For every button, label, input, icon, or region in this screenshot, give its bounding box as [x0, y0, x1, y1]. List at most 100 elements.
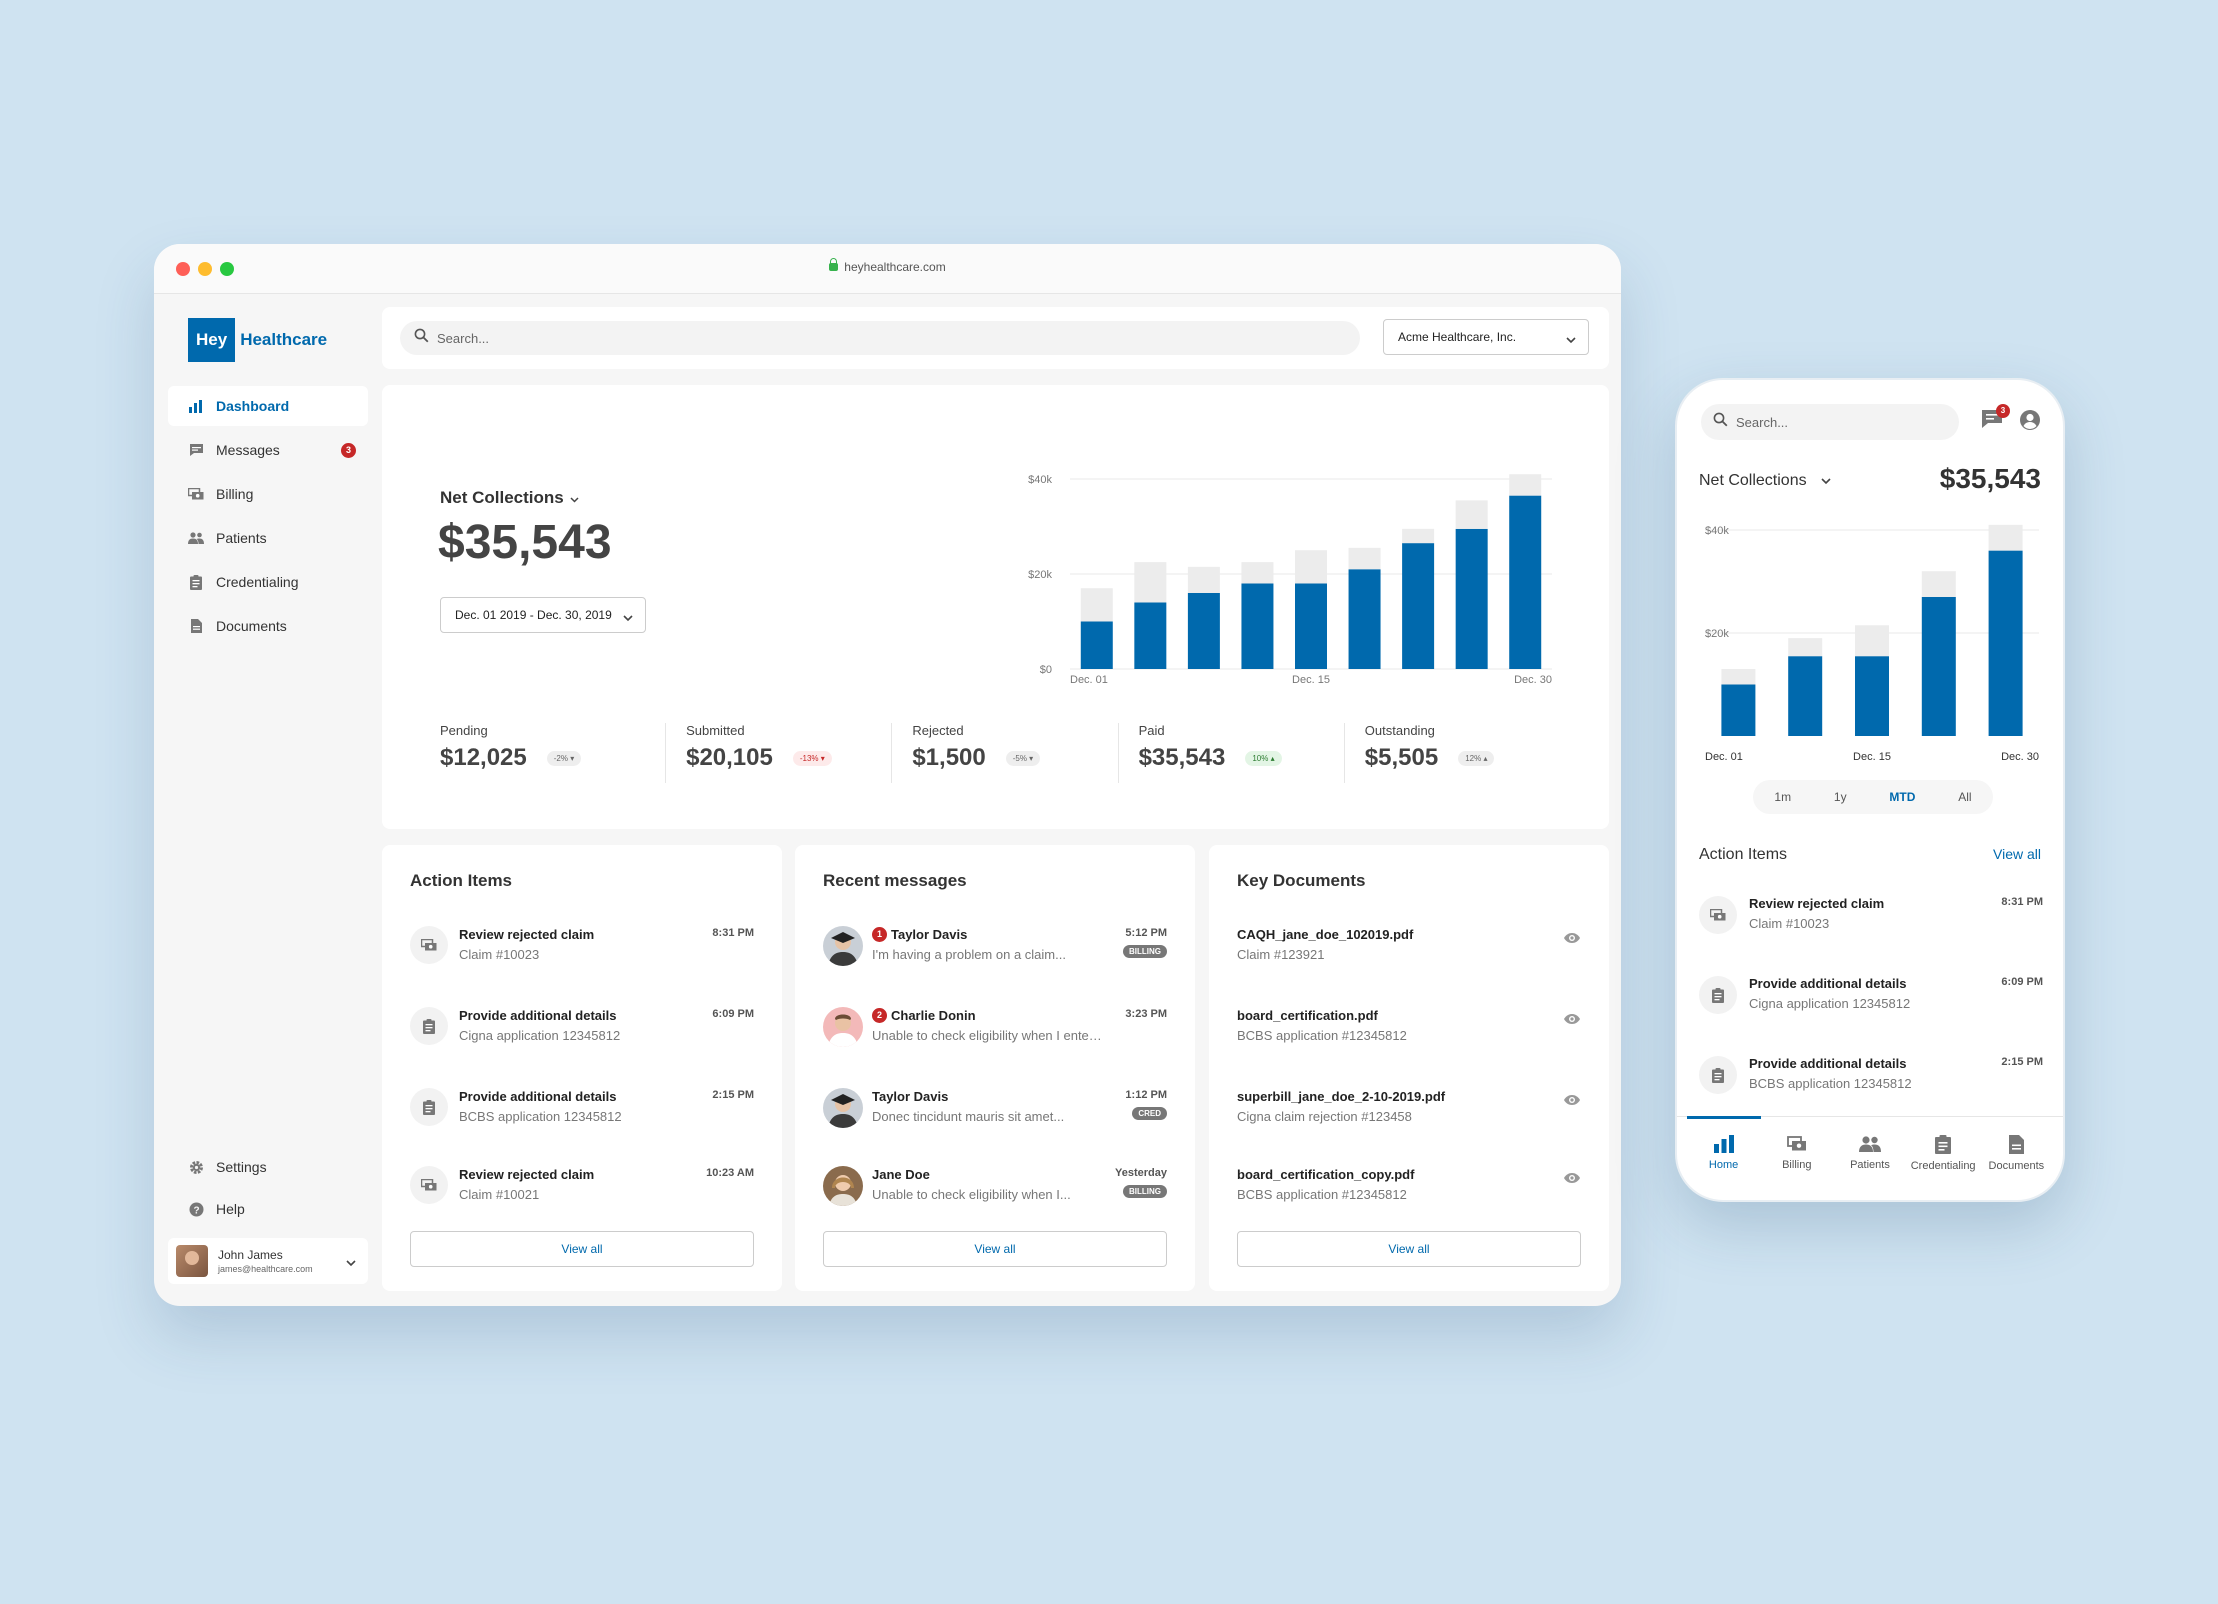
search-bar	[400, 321, 1360, 355]
document-item[interactable]: CAQH_jane_doe_102019.pdf Claim #123921	[1237, 923, 1581, 973]
action-item[interactable]: Provide additional details Cigna applica…	[410, 1004, 754, 1054]
remaining-bar	[1788, 638, 1823, 657]
range-all[interactable]: All	[1958, 790, 1972, 804]
action-subtitle: Cigna application 12345812	[1749, 996, 1911, 1011]
sidebar-item-help[interactable]: ? Help	[168, 1190, 368, 1228]
sidebar-item-dashboard[interactable]: Dashboard	[168, 386, 368, 426]
tab-documents[interactable]: Documents	[1981, 1117, 2051, 1200]
account-button[interactable]	[2019, 409, 2041, 436]
view-all-button[interactable]: View all	[1237, 1231, 1581, 1267]
range-mtd[interactable]: MTD	[1889, 790, 1916, 804]
tab-billing[interactable]: Billing	[1762, 1117, 1832, 1200]
stat-value: $20,105	[686, 744, 773, 771]
view-all-link[interactable]: View all	[1993, 846, 2041, 862]
net-collections-dropdown[interactable]: Net Collections	[440, 488, 579, 508]
tab-label: Home	[1708, 1159, 1739, 1171]
action-subtitle: Claim #10023	[1749, 916, 1830, 931]
message-item[interactable]: Taylor Davis Donec tincidunt mauris sit …	[823, 1085, 1167, 1135]
remaining-bar	[1921, 571, 1956, 597]
action-time: 2:15 PM	[2001, 1056, 2043, 1068]
remaining-bar	[1455, 500, 1488, 529]
document-name: CAQH_jane_doe_102019.pdf	[1237, 927, 1414, 942]
document-name: board_certification.pdf	[1237, 1008, 1378, 1023]
view-all-button[interactable]: View all	[410, 1231, 754, 1267]
message-preview: Unable to check eligibility when I...	[872, 1187, 1071, 1202]
remaining-bar	[1509, 474, 1542, 496]
search-input[interactable]	[1736, 414, 1936, 430]
action-item[interactable]: Provide additional details Cigna applica…	[1699, 974, 2043, 1024]
user-menu[interactable]: John James james@healthcare.com	[168, 1238, 368, 1284]
tab-home[interactable]: Home	[1686, 1116, 1761, 1200]
document-item[interactable]: superbill_jane_doe_2-10-2019.pdf Cigna c…	[1237, 1085, 1581, 1135]
tab-credentialing[interactable]: Credentialing	[1908, 1117, 1978, 1200]
remaining-bar	[1348, 547, 1381, 570]
sidebar-item-settings[interactable]: Settings	[168, 1148, 368, 1186]
money-icon	[410, 1166, 448, 1204]
search-icon	[414, 328, 429, 348]
action-item[interactable]: Provide additional details BCBS applicat…	[1699, 1054, 2043, 1104]
eye-icon[interactable]	[1563, 1012, 1581, 1030]
key-documents-panel: Key Documents CAQH_jane_doe_102019.pdf C…	[1209, 845, 1609, 1291]
message-item[interactable]: Jane Doe Unable to check eligibility whe…	[823, 1163, 1167, 1213]
action-item[interactable]: Review rejected claim Claim #10021 10:23…	[410, 1163, 754, 1213]
close-window-button[interactable]	[176, 262, 190, 276]
sidebar-item-documents[interactable]: Documents	[168, 606, 368, 646]
bar-chart-icon	[188, 398, 204, 414]
panel-title: Key Documents	[1237, 871, 1366, 890]
stat-label: Outstanding	[1364, 723, 1435, 738]
eye-icon[interactable]	[1563, 931, 1581, 949]
document-subtitle: BCBS application #12345812	[1237, 1028, 1407, 1043]
sidebar-item-patients[interactable]: Patients	[168, 518, 368, 558]
messages-button[interactable]: 3	[1981, 404, 2010, 433]
message-time: 5:12 PM	[1125, 927, 1167, 939]
url-text: heyhealthcare.com	[844, 260, 946, 274]
sidebar-item-label: Settings	[216, 1159, 267, 1175]
logo-hey: Hey	[188, 318, 236, 362]
organization-select[interactable]: Acme Healthcare, Inc.	[1383, 319, 1589, 355]
stat-label: Submitted	[686, 723, 745, 738]
collected-bar	[1988, 550, 2023, 736]
net-collections-dropdown[interactable]: Net Collections	[1699, 472, 1831, 490]
maximize-window-button[interactable]	[220, 262, 234, 276]
eye-icon[interactable]	[1563, 1093, 1581, 1111]
action-time: 2:15 PM	[712, 1089, 754, 1101]
eye-icon[interactable]	[1563, 1171, 1581, 1189]
money-icon	[188, 486, 204, 502]
search-input[interactable]	[437, 330, 1317, 346]
document-item[interactable]: board_certification.pdf BCBS application…	[1237, 1004, 1581, 1054]
document-item[interactable]: board_certification_copy.pdf BCBS applic…	[1237, 1163, 1581, 1213]
sidebar-item-messages[interactable]: Messages 3	[168, 430, 368, 470]
minimize-window-button[interactable]	[198, 262, 212, 276]
message-preview: I'm having a problem on a claim...	[872, 947, 1066, 962]
action-item[interactable]: Provide additional details BCBS applicat…	[410, 1085, 754, 1135]
chevron-down-icon	[1566, 333, 1576, 347]
document-subtitle: Claim #123921	[1237, 947, 1325, 962]
tab-label: Patients	[1850, 1159, 1890, 1171]
brand-logo[interactable]: Hey Healthcare	[188, 318, 327, 362]
address-bar[interactable]: heyhealthcare.com	[154, 258, 1621, 274]
document-name: board_certification_copy.pdf	[1237, 1167, 1415, 1182]
sidebar-item-credentialing[interactable]: Credentialing	[168, 562, 368, 602]
range-1m[interactable]: 1m	[1774, 790, 1792, 804]
sidebar-item-label: Help	[216, 1201, 245, 1217]
range-1y[interactable]: 1y	[1833, 790, 1847, 804]
message-item[interactable]: 2 Charlie Donin Unable to check eligibili…	[823, 1004, 1167, 1054]
action-item[interactable]: Review rejected claim Claim #10023 8:31 …	[1699, 894, 2043, 944]
collected-bar	[1187, 593, 1220, 669]
x-tick-label: Dec. 01	[1705, 751, 1743, 763]
message-item[interactable]: 1 Taylor Davis I'm having a problem on a …	[823, 923, 1167, 973]
unread-count-badge: 2	[872, 1008, 887, 1023]
avatar	[823, 926, 863, 966]
unread-badge: 3	[1996, 404, 2010, 418]
tab-patients[interactable]: Patients	[1835, 1117, 1905, 1200]
sender-name: Taylor Davis	[872, 1089, 949, 1104]
sender-name: Taylor Davis	[891, 927, 968, 942]
date-range-select[interactable]: Dec. 01 2019 - Dec. 30, 2019	[440, 597, 646, 633]
document-icon	[188, 618, 204, 634]
action-item[interactable]: Review rejected claim Claim #10023 8:31 …	[410, 923, 754, 973]
collected-bar	[1295, 583, 1327, 669]
collected-bar	[1134, 602, 1167, 669]
view-all-button[interactable]: View all	[823, 1231, 1167, 1267]
collected-bar	[1080, 621, 1113, 669]
sidebar-item-billing[interactable]: Billing	[168, 474, 368, 514]
